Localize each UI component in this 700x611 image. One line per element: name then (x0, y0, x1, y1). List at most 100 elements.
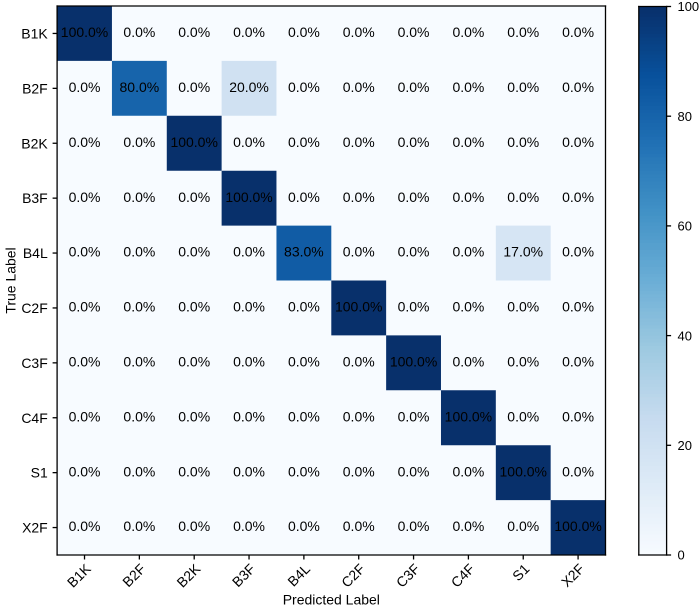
svg-text:83.0%: 83.0% (284, 244, 324, 260)
svg-text:X2F: X2F (22, 520, 48, 536)
svg-text:C4F: C4F (21, 410, 47, 426)
svg-text:0.0%: 0.0% (343, 408, 375, 424)
svg-text:0.0%: 0.0% (562, 189, 594, 205)
svg-text:0.0%: 0.0% (288, 408, 320, 424)
svg-text:0.0%: 0.0% (123, 24, 155, 40)
svg-text:100.0%: 100.0% (61, 24, 108, 40)
svg-text:0.0%: 0.0% (343, 463, 375, 479)
svg-text:B2K: B2K (21, 135, 48, 151)
svg-text:40: 40 (677, 328, 691, 343)
svg-text:80: 80 (677, 109, 691, 124)
svg-text:100.0%: 100.0% (170, 134, 217, 150)
svg-text:0.0%: 0.0% (288, 463, 320, 479)
svg-text:0.0%: 0.0% (562, 299, 594, 315)
svg-text:0.0%: 0.0% (562, 244, 594, 260)
svg-text:0.0%: 0.0% (178, 518, 210, 534)
svg-text:100.0%: 100.0% (335, 299, 382, 315)
svg-text:0.0%: 0.0% (343, 79, 375, 95)
svg-text:0.0%: 0.0% (123, 189, 155, 205)
svg-text:0.0%: 0.0% (69, 408, 101, 424)
svg-text:0.0%: 0.0% (178, 299, 210, 315)
svg-text:0.0%: 0.0% (562, 463, 594, 479)
svg-text:0.0%: 0.0% (562, 353, 594, 369)
svg-text:60: 60 (677, 219, 691, 234)
svg-text:0.0%: 0.0% (452, 353, 484, 369)
svg-text:0.0%: 0.0% (69, 353, 101, 369)
svg-text:0.0%: 0.0% (123, 463, 155, 479)
svg-text:0.0%: 0.0% (69, 189, 101, 205)
svg-text:0.0%: 0.0% (69, 463, 101, 479)
svg-text:0.0%: 0.0% (507, 518, 539, 534)
svg-text:0.0%: 0.0% (123, 299, 155, 315)
svg-text:0.0%: 0.0% (123, 134, 155, 150)
svg-text:0.0%: 0.0% (123, 353, 155, 369)
svg-text:0.0%: 0.0% (233, 463, 265, 479)
svg-text:0.0%: 0.0% (123, 518, 155, 534)
svg-text:0.0%: 0.0% (398, 189, 430, 205)
svg-text:0.0%: 0.0% (452, 244, 484, 260)
svg-text:0.0%: 0.0% (398, 408, 430, 424)
svg-text:0.0%: 0.0% (507, 299, 539, 315)
svg-text:100: 100 (677, 0, 699, 14)
svg-text:0.0%: 0.0% (233, 24, 265, 40)
svg-text:0.0%: 0.0% (452, 518, 484, 534)
svg-text:C3F: C3F (21, 355, 47, 371)
svg-text:S1: S1 (31, 465, 48, 481)
svg-text:0.0%: 0.0% (233, 244, 265, 260)
svg-text:0.0%: 0.0% (233, 299, 265, 315)
svg-text:0.0%: 0.0% (452, 24, 484, 40)
svg-text:0.0%: 0.0% (178, 24, 210, 40)
svg-text:0.0%: 0.0% (233, 134, 265, 150)
svg-text:0.0%: 0.0% (343, 353, 375, 369)
svg-text:0.0%: 0.0% (562, 408, 594, 424)
svg-text:0.0%: 0.0% (69, 518, 101, 534)
svg-text:0.0%: 0.0% (507, 353, 539, 369)
svg-text:0.0%: 0.0% (178, 463, 210, 479)
svg-text:17.0%: 17.0% (503, 244, 543, 260)
svg-text:0.0%: 0.0% (69, 244, 101, 260)
svg-text:0.0%: 0.0% (398, 299, 430, 315)
svg-text:0.0%: 0.0% (288, 24, 320, 40)
svg-text:0.0%: 0.0% (288, 299, 320, 315)
svg-text:0.0%: 0.0% (233, 518, 265, 534)
svg-text:0.0%: 0.0% (398, 463, 430, 479)
svg-text:0.0%: 0.0% (507, 134, 539, 150)
svg-text:80.0%: 80.0% (120, 79, 160, 95)
svg-text:0.0%: 0.0% (343, 518, 375, 534)
svg-text:0.0%: 0.0% (233, 408, 265, 424)
svg-text:0.0%: 0.0% (178, 189, 210, 205)
svg-text:0.0%: 0.0% (178, 353, 210, 369)
svg-text:0.0%: 0.0% (233, 353, 265, 369)
svg-text:0.0%: 0.0% (343, 134, 375, 150)
svg-text:B2F: B2F (22, 80, 48, 96)
svg-text:0.0%: 0.0% (178, 79, 210, 95)
svg-text:B3F: B3F (22, 190, 48, 206)
svg-text:0.0%: 0.0% (507, 408, 539, 424)
svg-text:0.0%: 0.0% (452, 79, 484, 95)
svg-text:0.0%: 0.0% (123, 244, 155, 260)
svg-text:0.0%: 0.0% (452, 134, 484, 150)
svg-text:0.0%: 0.0% (562, 79, 594, 95)
svg-text:20: 20 (677, 438, 691, 453)
svg-text:0.0%: 0.0% (452, 189, 484, 205)
svg-text:0.0%: 0.0% (178, 408, 210, 424)
svg-text:0.0%: 0.0% (562, 134, 594, 150)
svg-text:True Label: True Label (2, 247, 18, 313)
svg-text:0.0%: 0.0% (507, 24, 539, 40)
svg-text:0.0%: 0.0% (178, 244, 210, 260)
svg-text:0.0%: 0.0% (452, 463, 484, 479)
svg-text:0.0%: 0.0% (398, 244, 430, 260)
svg-text:0.0%: 0.0% (288, 518, 320, 534)
svg-text:B1K: B1K (21, 26, 48, 42)
svg-text:0.0%: 0.0% (562, 24, 594, 40)
svg-text:0.0%: 0.0% (398, 518, 430, 534)
svg-text:0.0%: 0.0% (343, 24, 375, 40)
svg-text:Predicted Label: Predicted Label (283, 592, 380, 608)
svg-text:0.0%: 0.0% (288, 189, 320, 205)
svg-text:0.0%: 0.0% (398, 134, 430, 150)
svg-text:100.0%: 100.0% (554, 518, 601, 534)
svg-text:B4L: B4L (23, 245, 48, 261)
svg-text:100.0%: 100.0% (390, 353, 437, 369)
svg-text:0.0%: 0.0% (69, 79, 101, 95)
svg-text:20.0%: 20.0% (229, 79, 269, 95)
